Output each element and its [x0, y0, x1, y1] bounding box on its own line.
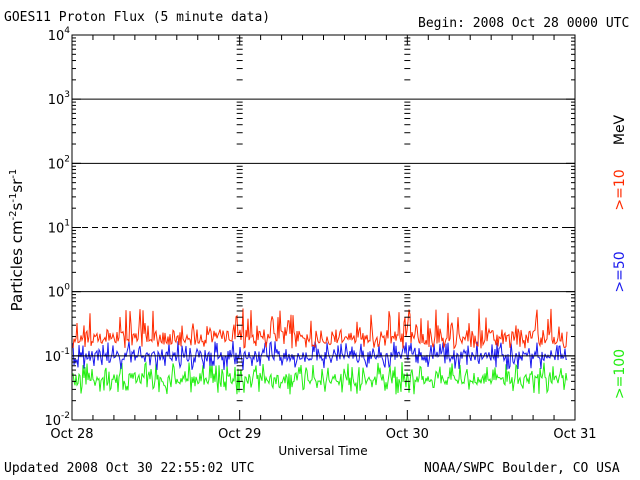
x-axis-label: Universal Time: [278, 444, 367, 458]
series-line: [72, 361, 568, 395]
x-tick-label: Oct 28: [50, 427, 93, 442]
begin-time: Begin: 2008 Oct 28 0000 UTC: [418, 16, 630, 31]
legend-entry: >=50: [612, 251, 628, 292]
series-line: [72, 308, 568, 350]
y-tick-label: 10-1: [44, 347, 70, 365]
y-axis-label: Particles cm-2s-1sr-1: [8, 169, 26, 312]
x-tick-label: Oct 29: [218, 427, 261, 442]
y-tick-label: 101: [48, 219, 70, 237]
y-tick-label: 104: [48, 26, 71, 44]
updated-timestamp: Updated 2008 Oct 30 22:55:02 UTC: [4, 461, 255, 476]
y-tick-label: 100: [48, 283, 71, 301]
series-line: [72, 341, 568, 371]
x-tick-label: Oct 30: [386, 427, 429, 442]
y-tick-label: 102: [48, 154, 70, 172]
legend: MeV >=10 >=50 >=100: [612, 114, 628, 399]
legend-unit: MeV: [612, 114, 628, 145]
legend-entry: >=100: [612, 349, 628, 399]
y-tick-label: 103: [48, 90, 70, 108]
legend-entry: >=10: [612, 169, 628, 210]
y-tick-label: 10-2: [44, 411, 70, 429]
x-tick-label: Oct 31: [553, 427, 596, 442]
chart-title: GOES11 Proton Flux (5 minute data): [4, 10, 271, 25]
source-credit: NOAA/SWPC Boulder, CO USA: [424, 461, 620, 476]
